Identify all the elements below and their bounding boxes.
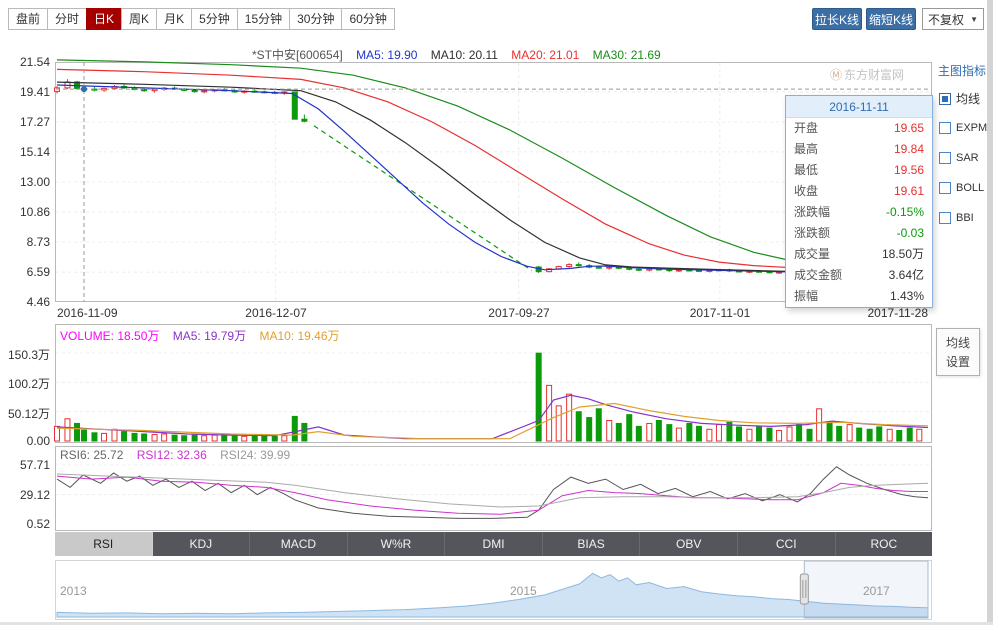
tooltip-row-close: 收盘 19.61 [794,184,924,198]
price-tick-label: 8.73 [26,235,50,249]
stretch-kline-button[interactable]: 拉长K线 [812,8,862,30]
period-tab-60min[interactable]: 60分钟 [341,8,395,30]
price-tick-label: 13.00 [19,175,50,189]
chevron-down-icon: ▼ [970,14,978,24]
volume-tick-label: 50.12万 [7,407,50,421]
indicator-tab-cci[interactable]: CCI [738,532,836,556]
indicator-checkbox-expma[interactable]: EXPMA [939,122,993,134]
price-tick-label: 10.86 [19,205,50,219]
rsi24-legend-label: RSI24: 39.99 [220,448,291,462]
indicator-tab-wr[interactable]: W%R [348,532,446,556]
tooltip-row-change-amt: 涨跌额 -0.03 [794,226,924,240]
adjust-type-dropdown[interactable]: 不复权 ▼ [922,8,984,30]
tooltip-row-open: 开盘 19.65 [794,121,924,135]
tooltip-row-amplitude: 振幅 1.43% [794,289,924,303]
rsi-tick-label: 0.52 [26,517,50,531]
navigator-selection[interactable] [806,561,932,619]
ma20-legend-label: MA20: 21.01 [511,48,580,62]
indicator-checkbox-ma[interactable]: 均线 [939,90,980,107]
date-tick-label: 2017-11-28 [867,306,929,320]
volume-legend: VOLUME: 18.50万 MA5: 19.79万 MA10: 19.46万 [60,327,350,344]
indicator-tab-obv[interactable]: OBV [640,532,738,556]
period-tab-15min[interactable]: 15分钟 [236,8,291,30]
rsi-tick-label: 29.12 [19,488,50,502]
rsi6-legend-label: RSI6: 25.72 [60,448,124,462]
price-tick-label: 6.59 [26,265,50,279]
price-tick-label: 17.27 [19,115,50,129]
eastmoney-watermark: Ⓜ 东方财富网 [830,66,904,83]
indicator-checkbox-boll[interactable]: BOLL [939,182,984,194]
main-chart-legend: *ST中安[600654] MA5: 19.90 MA10: 20.11 MA2… [252,46,671,63]
tooltip-row-high: 最高 19.84 [794,142,924,156]
watermark-text: 东方财富网 [844,68,905,82]
indicator-checkbox-bbi[interactable]: BBI [939,212,974,224]
period-tab-weekly[interactable]: 周K [121,8,158,30]
price-tick-label: 21.54 [19,55,50,69]
period-tab-30min[interactable]: 30分钟 [289,8,343,30]
period-toolbar: 盘前 分时 日K 周K 月K 5分钟 15分钟 30分钟 60分钟 [8,8,395,30]
eastmoney-logo-icon: Ⓜ [830,68,843,82]
page-right-gutter [987,0,993,625]
period-tab-monthly[interactable]: 月K [156,8,193,30]
date-tick-label: 2017-09-27 [488,306,550,320]
navigator-year-label: 2015 [510,584,537,598]
indicator-tab-kdj[interactable]: KDJ [153,532,251,556]
ma5-legend-label: MA5: 19.90 [356,48,418,62]
stock-title: *ST中安[600654] [252,48,343,62]
volume-tick-label: 150.3万 [7,348,50,362]
adjust-type-value: 不复权 [928,12,965,27]
page-bottom-gutter [0,622,993,625]
checkbox-icon [939,122,951,134]
price-tick-label: 4.46 [26,295,50,309]
checkbox-icon [939,182,951,194]
tooltip-row-volume: 成交量 18.50万 [794,247,924,261]
period-tab-daily[interactable]: 日K [86,8,123,30]
date-tick-label: 2017-11-01 [689,306,751,320]
volume-tick-label: 100.2万 [7,377,50,391]
indicator-tab-roc[interactable]: ROC [870,537,898,551]
tooltip-date: 2016-11-11 [786,96,932,118]
volume-tick-label: 0.00 [26,434,50,448]
date-tick-label: 2016-11-09 [57,306,118,320]
ma-settings-button[interactable]: 均线 设置 [936,328,980,376]
period-tab-5min[interactable]: 5分钟 [191,8,238,30]
main-indicator-title: 主图指标 [938,64,987,78]
volume-ma5-legend-label: MA5: 19.79万 [172,329,247,343]
period-tab-premarket[interactable]: 盘前 [8,8,49,30]
rsi12-legend-label: RSI12: 32.36 [136,448,207,462]
shrink-kline-button[interactable]: 缩短K线 [866,8,916,30]
checkbox-icon [939,152,951,164]
volume-legend-label: VOLUME: 18.50万 [60,329,160,343]
ma10-legend-label: MA10: 20.11 [430,48,498,62]
tooltip-row-low: 最低 19.56 [794,163,924,177]
tooltip-row-turnover: 成交金额 3.64亿 [794,268,924,282]
date-tick-label: 2016-12-07 [245,306,307,320]
volume-ma10-legend-label: MA10: 19.46万 [259,329,340,343]
price-tick-label: 15.14 [19,145,50,159]
indicator-tab-rsi[interactable]: RSI [55,532,153,556]
rsi-legend: RSI6: 25.72 RSI12: 32.36 RSI24: 39.99 [60,448,300,462]
indicator-tab-bias[interactable]: BIAS [543,532,641,556]
indicator-checkbox-sar[interactable]: SAR [939,152,979,164]
rsi-tick-label: 57.71 [19,458,50,472]
indicator-tabbar: RSI KDJ MACD W%R DMI BIAS OBV CCI ROC [55,532,932,556]
indicator-tab-macd[interactable]: MACD [250,532,348,556]
navigator-year-label: 2013 [60,584,87,598]
checkbox-icon [939,212,951,224]
checkbox-icon [939,92,951,105]
tooltip-row-change-pct: 涨跌幅 -0.15% [794,205,924,219]
period-tab-intraday[interactable]: 分时 [47,8,88,30]
ma30-legend-label: MA30: 21.69 [592,48,661,62]
candle-info-tooltip: 2016-11-11 开盘 19.65 最高 19.84 最低 19.56 收盘 19.… [785,95,933,308]
indicator-tab-dmi[interactable]: DMI [445,532,543,556]
price-tick-label: 19.41 [19,85,50,99]
